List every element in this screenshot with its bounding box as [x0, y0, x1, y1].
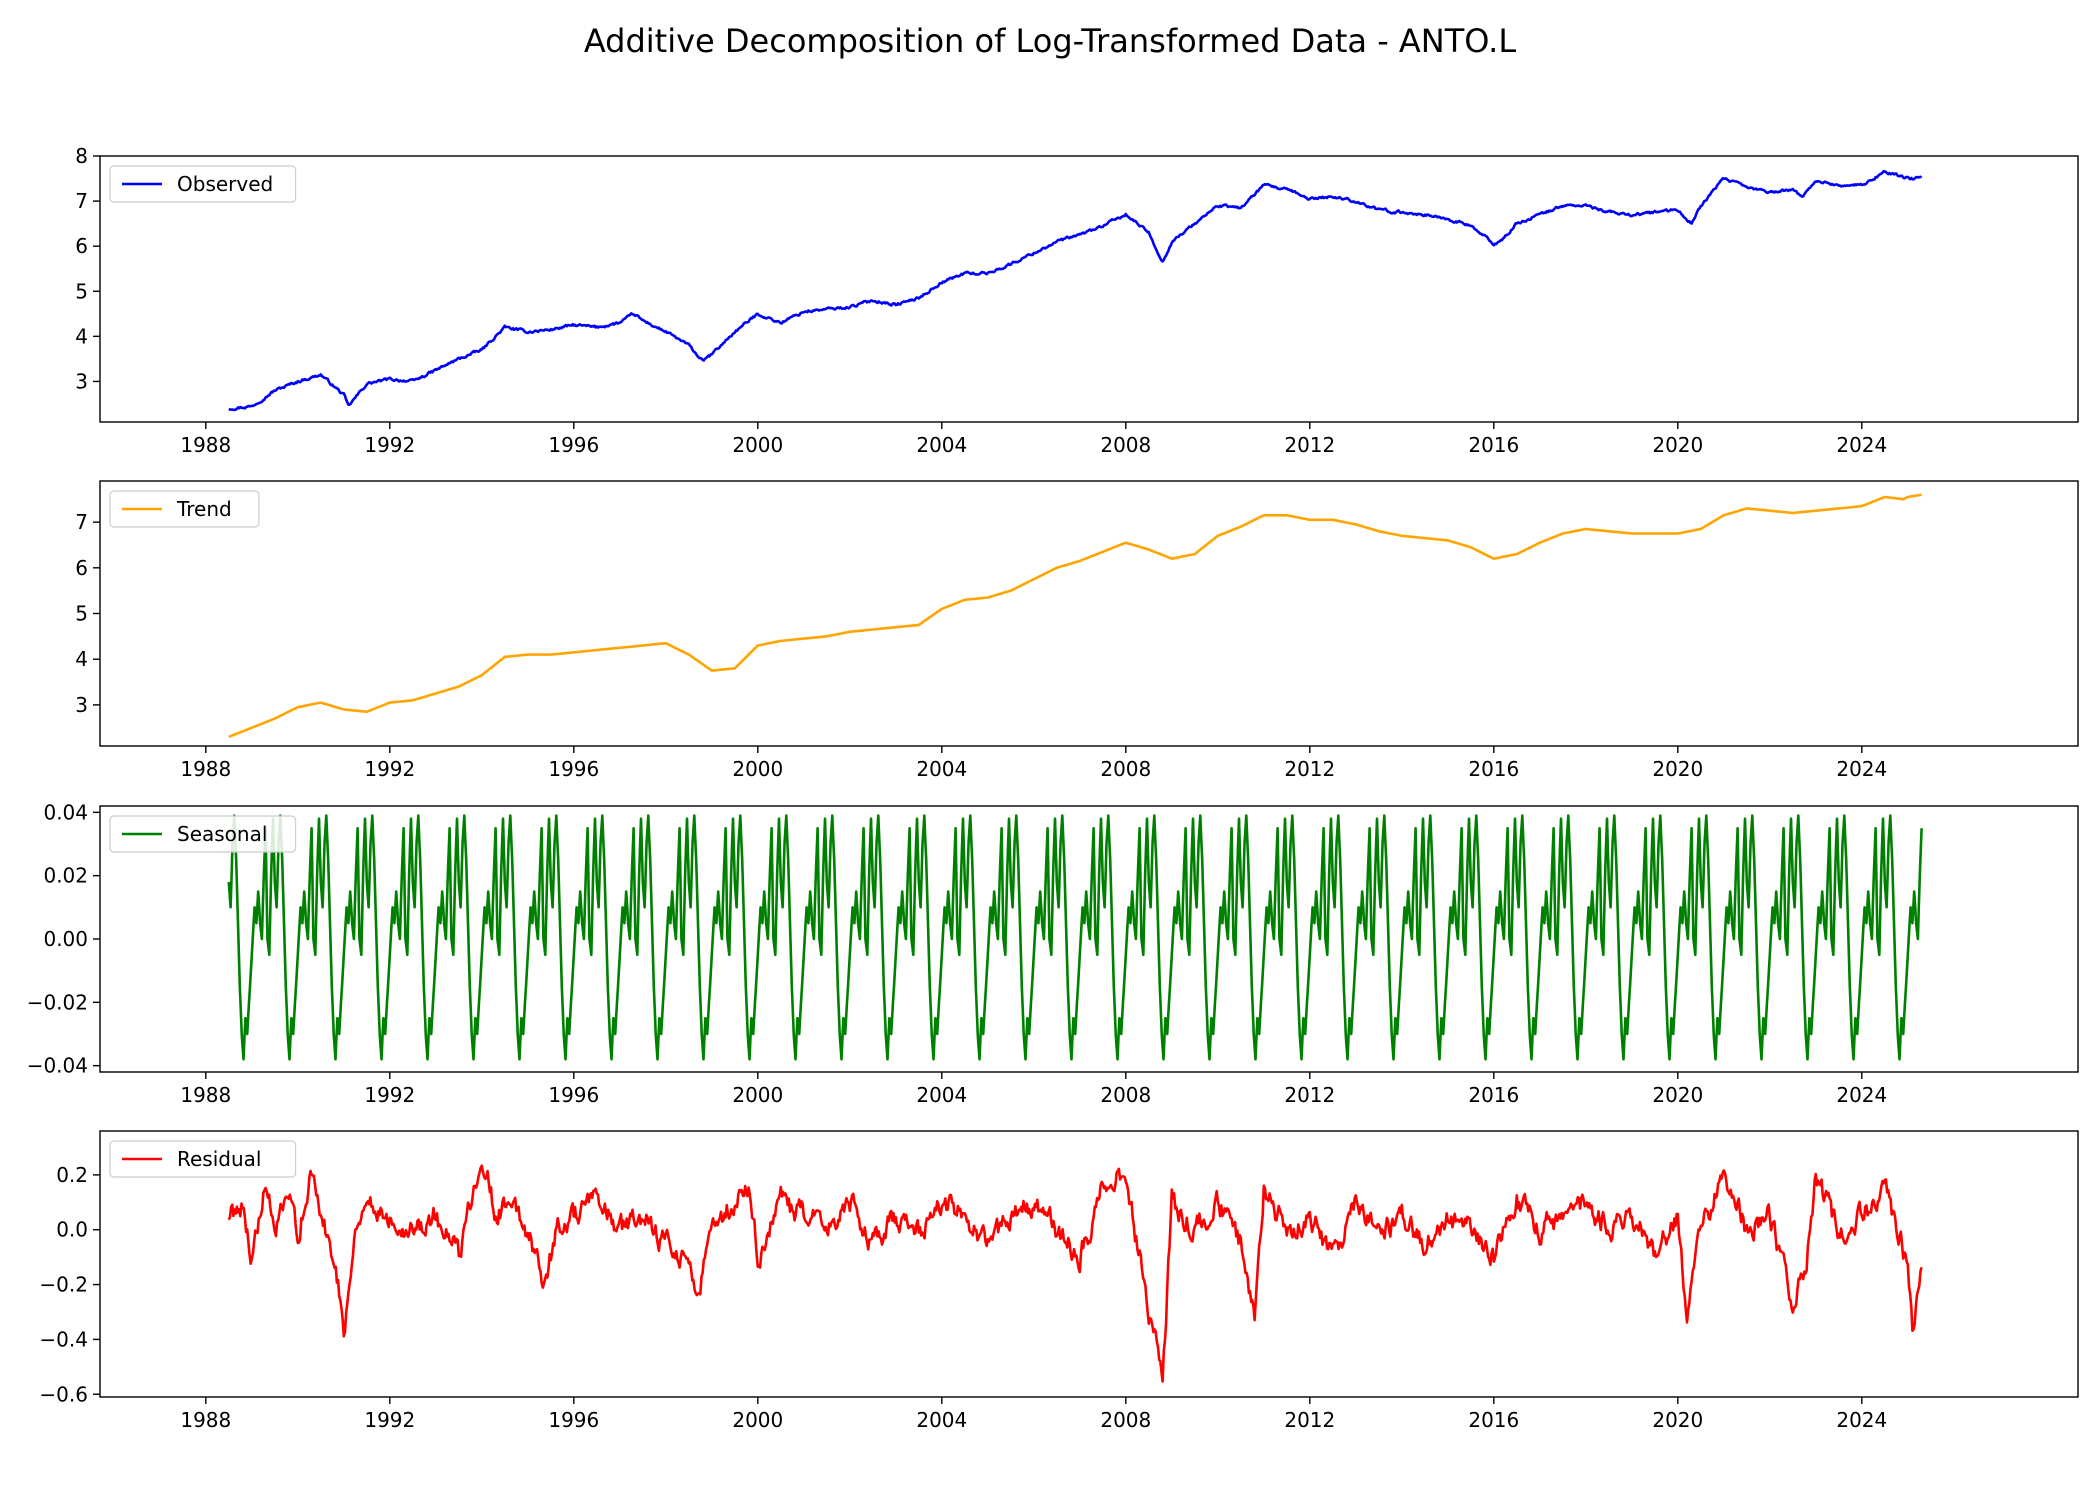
x-tick-label: 2012 — [1284, 1408, 1335, 1432]
y-tick-label: 0.00 — [43, 927, 88, 951]
y-tick-label: 5 — [75, 279, 88, 303]
x-tick-label: 2004 — [916, 757, 967, 781]
x-tick-label: 1992 — [364, 757, 415, 781]
legend-label: Observed — [177, 172, 273, 196]
y-tick-label: 0.04 — [43, 800, 88, 824]
x-tick-label: 2016 — [1468, 757, 1519, 781]
legend-observed: Observed — [109, 165, 297, 203]
x-tick-label: 2012 — [1284, 1083, 1335, 1107]
x-tick-label: 2012 — [1284, 433, 1335, 457]
series-line-seasonal — [227, 814, 1923, 1061]
y-tick-label: 0.02 — [43, 864, 88, 888]
panel-observed: 1988 1992 1996 2000 2004 2008 2012 2016 2020 2024… — [75, 144, 2079, 457]
legend-trend: Trend — [109, 490, 260, 528]
x-tick-label: 2024 — [1836, 1083, 1887, 1107]
x-tick-label: 1988 — [180, 1083, 231, 1107]
x-tick-label: 2004 — [916, 433, 967, 457]
legend-box — [109, 165, 297, 203]
x-tick-label: 1992 — [364, 433, 415, 457]
x-tick-label: 2000 — [732, 433, 783, 457]
legend-box — [109, 1140, 297, 1178]
legend-box — [109, 815, 297, 853]
x-tick-label: 2024 — [1836, 757, 1887, 781]
axes-frame — [99, 155, 2079, 423]
y-tick-label: −0.2 — [39, 1273, 88, 1297]
x-tick-label: 1992 — [364, 1408, 415, 1432]
y-tick-label: 7 — [75, 189, 88, 213]
x-tick-label: 2004 — [916, 1083, 967, 1107]
axes-frame — [99, 1130, 2079, 1398]
legend-seasonal: Seasonal — [109, 815, 297, 853]
legend-residual: Residual — [109, 1140, 297, 1178]
x-tick-label: 2020 — [1652, 433, 1703, 457]
y-tick-label: 7 — [75, 510, 88, 534]
x-tick-label: 1996 — [548, 433, 599, 457]
x-tick-label: 2004 — [916, 1408, 967, 1432]
y-tick-label: 6 — [75, 556, 88, 580]
y-tick-label: 0.0 — [56, 1218, 88, 1242]
axes-frame — [99, 480, 2079, 747]
x-tick-label: 1996 — [548, 1083, 599, 1107]
x-tick-label: 2016 — [1468, 433, 1519, 457]
x-tick-label: 1992 — [364, 1083, 415, 1107]
x-tick-label: 2016 — [1468, 1083, 1519, 1107]
x-tick-label: 2008 — [1100, 757, 1151, 781]
y-tick-label: −0.4 — [39, 1327, 88, 1351]
x-tick-label: 2012 — [1284, 757, 1335, 781]
x-tick-label: 2008 — [1100, 1083, 1151, 1107]
y-tick-label: 5 — [75, 602, 88, 626]
x-tick-label: 2000 — [732, 757, 783, 781]
x-tick-label: 2000 — [732, 1408, 783, 1432]
y-tick-label: 3 — [75, 369, 88, 393]
y-tick-label: 4 — [75, 647, 88, 671]
y-tick-label: 0.2 — [56, 1163, 88, 1187]
y-tick-label: 8 — [75, 144, 88, 168]
panel-trend: 1988 1992 1996 2000 2004 2008 2012 2016 2020 2024… — [75, 480, 2079, 781]
x-tick-label: 2020 — [1652, 1083, 1703, 1107]
y-tick-label: −0.02 — [27, 990, 88, 1014]
x-tick-label: 1996 — [548, 757, 599, 781]
legend-box — [109, 490, 260, 528]
x-tick-label: 2024 — [1836, 433, 1887, 457]
x-tick-label: 2008 — [1100, 1408, 1151, 1432]
y-tick-label: 4 — [75, 324, 88, 348]
legend-label: Trend — [176, 497, 232, 521]
legend-label: Seasonal — [177, 822, 267, 846]
x-tick-label: 2008 — [1100, 433, 1151, 457]
legend-label: Residual — [177, 1147, 261, 1171]
x-tick-label: 2016 — [1468, 1408, 1519, 1432]
figure-title: Additive Decomposition of Log-Transforme… — [583, 22, 1517, 60]
x-tick-label: 1988 — [180, 433, 231, 457]
panel-seasonal: 1988 1992 1996 2000 2004 2008 2012 2016 2020 2024… — [27, 800, 2079, 1107]
x-tick-label: 1996 — [548, 1408, 599, 1432]
x-tick-label: 2020 — [1652, 757, 1703, 781]
series-line-observed — [228, 169, 1923, 412]
series-line-trend — [228, 493, 1922, 739]
x-tick-label: 2024 — [1836, 1408, 1887, 1432]
x-tick-label: 1988 — [180, 757, 231, 781]
y-tick-label: −0.6 — [39, 1382, 88, 1406]
x-tick-label: 1988 — [180, 1408, 231, 1432]
y-tick-label: −0.04 — [27, 1054, 88, 1078]
y-tick-label: 3 — [75, 693, 88, 717]
y-tick-label: 6 — [75, 234, 88, 258]
x-tick-label: 2000 — [732, 1083, 783, 1107]
x-tick-label: 2020 — [1652, 1408, 1703, 1432]
panel-residual: 1988 1992 1996 2000 2004 2008 2012 2016 2020 2024… — [39, 1130, 2079, 1432]
series-line-residual — [227, 1164, 1923, 1383]
